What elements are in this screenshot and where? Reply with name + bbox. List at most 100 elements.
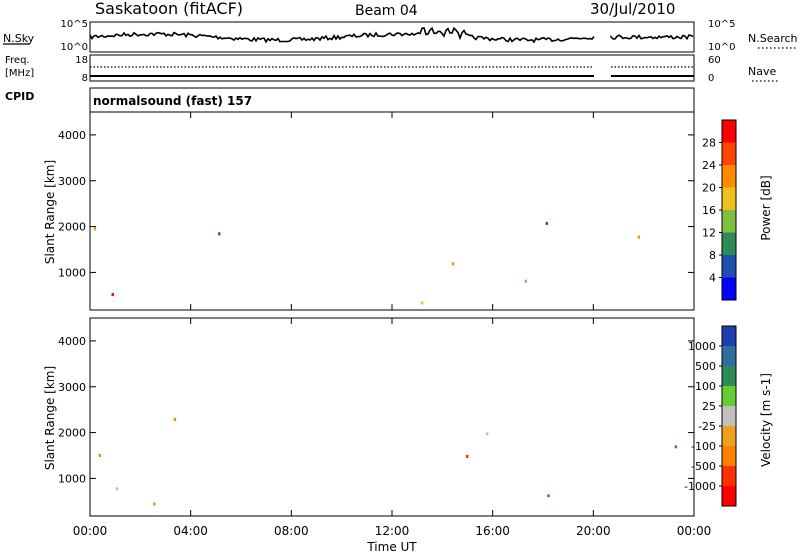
colorbar-swatch	[722, 426, 736, 446]
colorbar-swatch	[722, 366, 736, 386]
colorbar-tick-label: -1000	[684, 480, 716, 493]
colorbar-swatch	[722, 386, 736, 406]
station-title: Saskatoon (fitACF)	[95, 0, 243, 18]
x-tick-label: 08:00	[274, 524, 309, 538]
echo-cell	[466, 455, 469, 458]
echo-cell	[485, 432, 489, 436]
colorbar-swatch	[722, 326, 736, 346]
colorbar-swatch	[722, 120, 736, 143]
colorbar-swatch	[722, 466, 736, 486]
echo-cell	[674, 445, 678, 449]
echo-cell	[524, 279, 527, 283]
nsky-tick-top: 10^5	[61, 19, 88, 30]
nsearch-label: N.Search	[748, 32, 798, 45]
y-tick-label: 1000	[58, 266, 86, 279]
colorbar-tick-label: 1000	[688, 340, 716, 353]
power-frame	[89, 111, 695, 311]
velocity-heatmap	[98, 417, 678, 506]
velocity-y-axis: 1000 2000 3000 4000	[58, 335, 694, 485]
y-tick-label: 3000	[58, 381, 86, 394]
nsky-series	[89, 26, 694, 44]
echo-cell	[115, 487, 119, 491]
colorbar-tick-label: 16	[702, 204, 716, 217]
x-tick-label: 16:00	[475, 524, 510, 538]
nsearch-tick-bottom: 10^0	[708, 42, 735, 53]
power-heatmap	[93, 221, 640, 305]
beam-title: Beam 04	[355, 3, 418, 19]
colorbar-tick-label: -25	[698, 420, 716, 433]
echo-cell	[547, 494, 550, 498]
colorbar-swatch	[722, 232, 736, 255]
colorbar-tick-label: 100	[695, 380, 716, 393]
colorbar-swatch	[722, 486, 736, 506]
echo-cell	[98, 454, 101, 457]
velocity-frame	[89, 317, 695, 517]
velocity-colorbar: 1000 500 100 25 -25 -100 -500 -1000	[684, 325, 737, 507]
colorbar-swatch	[722, 446, 736, 466]
colorbar-swatch	[722, 165, 736, 188]
y-tick-label: 3000	[58, 175, 86, 188]
colorbar-tick-label: 500	[695, 360, 716, 373]
echo-cell	[218, 232, 221, 236]
xaxis-label: Time UT	[366, 540, 417, 554]
freq-unit: [MHz]	[5, 68, 34, 79]
x-tick-label: 12:00	[375, 524, 410, 538]
colorbar-swatch	[722, 255, 736, 278]
echo-cell	[173, 417, 177, 421]
nsky-tick-bottom: 10^0	[61, 42, 88, 53]
freq-label: Freq.	[5, 55, 30, 66]
echo-cell	[153, 502, 156, 506]
nsky-label: N.Sky	[3, 32, 35, 45]
echo-cell	[111, 293, 114, 297]
colorbar-tick-label: -100	[691, 440, 716, 453]
nsearch-tick-top: 10^5	[708, 19, 735, 30]
power-colorbar: 4 8 12 16 20 24 28	[702, 119, 737, 301]
freq-panel: Freq. [MHz] 18 8 60 0 Nave	[5, 54, 780, 84]
y-tick-label: 1000	[58, 472, 86, 485]
echo-cell	[93, 227, 97, 231]
noise-panel: N.Sky 10^5 10^0 10^5 10^0 N.Search	[3, 19, 798, 53]
colorbar-tick-label: 8	[709, 249, 716, 262]
y-tick-label: 4000	[58, 335, 86, 348]
colorbar-tick-label: 20	[702, 182, 716, 195]
colorbar-tick-label: 24	[702, 159, 716, 172]
power-colorbar-label: Power [dB]	[759, 175, 773, 240]
colorbar-tick-label: 25	[702, 400, 716, 413]
cpid-value: normalsound (fast) 157	[93, 94, 252, 108]
x-tick-label: 20:00	[576, 524, 611, 538]
x-tick-label: 00:00	[73, 524, 108, 538]
colorbar-tick-label: 4	[709, 272, 716, 285]
power-ylabel: Slant Range [km]	[43, 160, 57, 264]
time-axis: 00:00 04:00 08:00 12:00 16:00 20:00 00:00	[73, 112, 712, 538]
y-tick-label: 2000	[58, 427, 86, 440]
colorbar-swatch	[722, 142, 736, 165]
colorbar-tick-label: 12	[702, 227, 716, 240]
colorbar-tick-label: -500	[691, 460, 716, 473]
echo-cell	[545, 221, 548, 225]
echo-cell	[420, 301, 424, 305]
nave-tick-bottom: 0	[708, 73, 714, 84]
colorbar-swatch	[722, 346, 736, 366]
colorbar-swatch	[722, 210, 736, 233]
echo-cell	[451, 262, 455, 266]
colorbar-swatch	[722, 277, 736, 300]
x-tick-label: 00:00	[677, 524, 712, 538]
echo-cell	[637, 235, 640, 239]
velocity-ylabel: Slant Range [km]	[43, 366, 57, 470]
power-y-axis: 1000 2000 3000 4000	[58, 129, 694, 279]
nave-label: Nave	[748, 65, 776, 78]
freq-tick-top: 18	[75, 55, 88, 66]
date-title: 30/Jul/2010	[590, 0, 675, 18]
nave-tick-top: 60	[708, 55, 721, 66]
y-tick-label: 4000	[58, 129, 86, 142]
colorbar-frame	[721, 325, 737, 507]
colorbar-swatch	[722, 187, 736, 210]
colorbar-tick-label: 28	[702, 137, 716, 150]
cpid-label: CPID	[5, 90, 34, 103]
velocity-colorbar-label: Velocity [m s-1]	[759, 373, 773, 467]
freq-tick-bottom: 8	[82, 73, 88, 84]
x-tick-label: 04:00	[173, 524, 208, 538]
y-tick-label: 2000	[58, 221, 86, 234]
colorbar-swatch	[722, 406, 736, 426]
